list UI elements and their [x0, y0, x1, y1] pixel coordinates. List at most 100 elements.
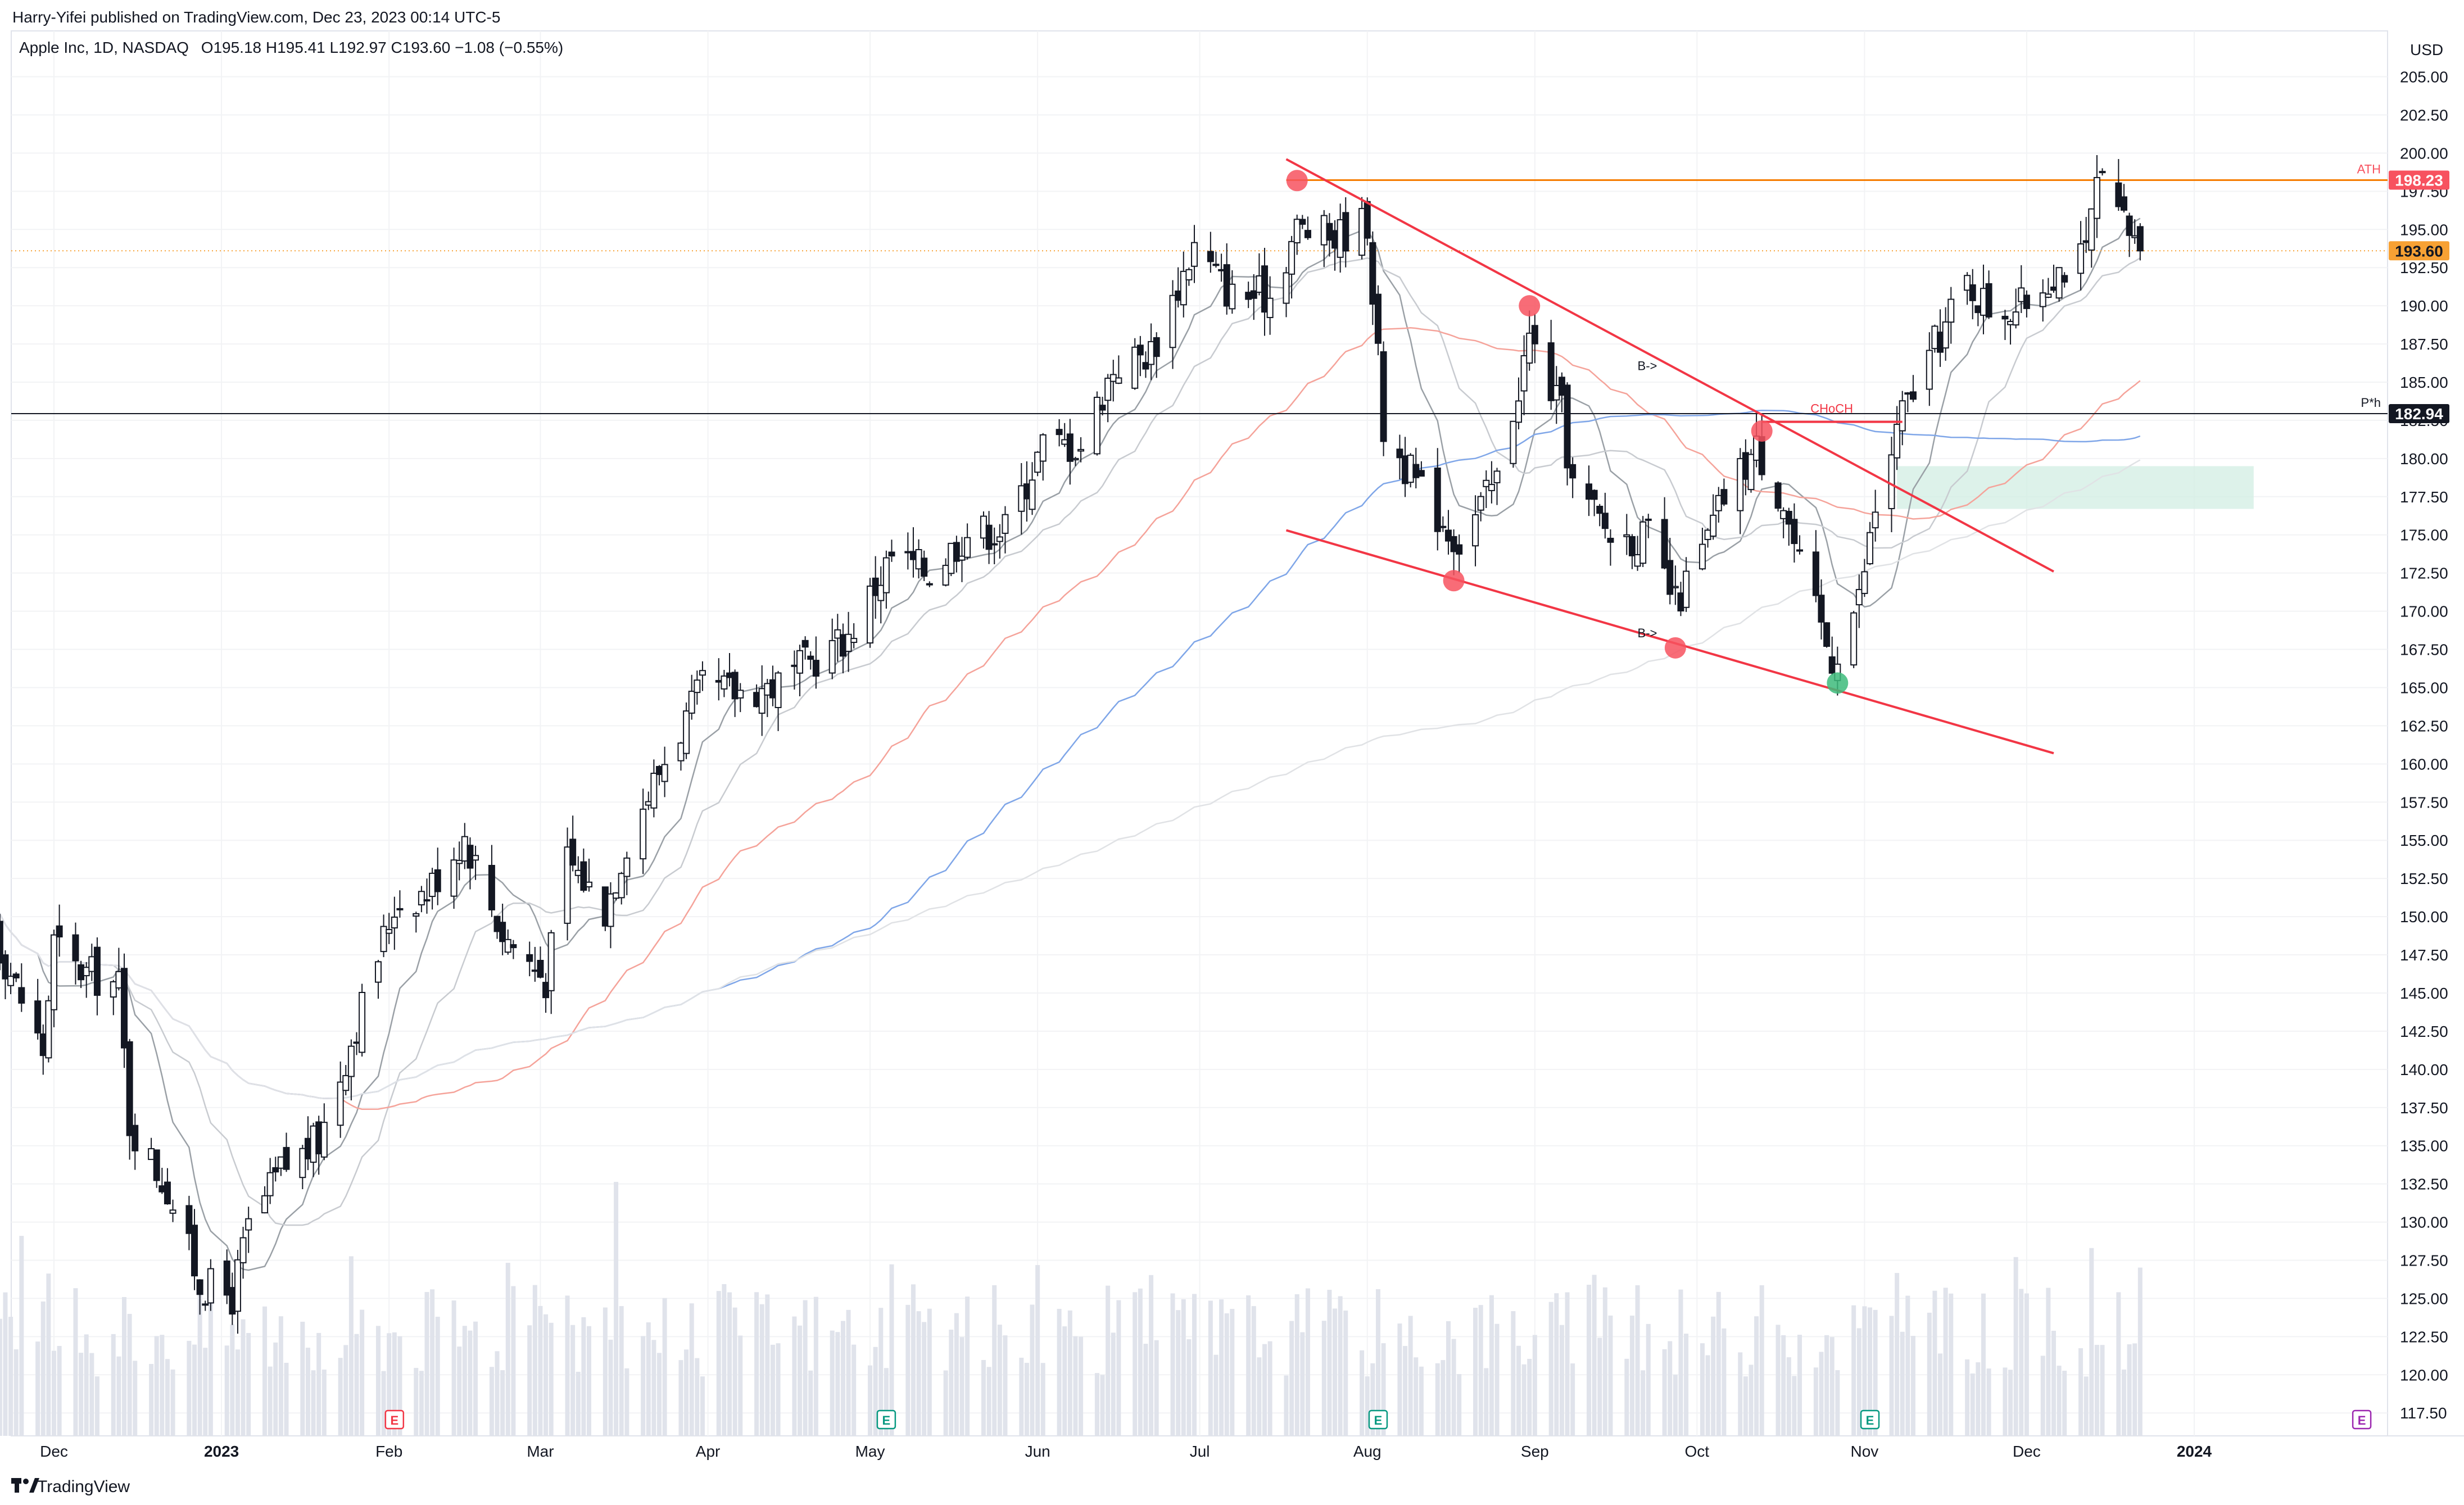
price-tick-label: 202.50 — [2400, 106, 2448, 124]
candle-down — [2082, 240, 2090, 243]
time-axis[interactable]: Dec 2023 Feb Mar Apr May Jun Jul Aug Sep Oct Nov Dec… — [40, 1443, 2212, 1460]
candle-down — [1417, 470, 1425, 477]
volume-bar — [203, 1348, 208, 1436]
candle-up — [429, 872, 436, 897]
volume-bar — [1262, 1344, 1267, 1436]
candle-up — [964, 537, 971, 558]
candle-up — [2093, 176, 2100, 219]
volume-bar — [1900, 1331, 1905, 1436]
volume-bar — [1111, 1332, 1116, 1436]
price-tick-label: 152.50 — [2400, 870, 2448, 887]
time-tick-label: May — [855, 1443, 885, 1460]
currency-label[interactable]: USD — [2410, 41, 2443, 58]
candle-up — [915, 549, 922, 570]
horizontal-levels: ATH P*h — [11, 162, 2388, 414]
volume-bar — [538, 1305, 543, 1436]
candle-down — [0, 921, 3, 964]
volume-bar — [316, 1332, 321, 1436]
candle-up — [882, 557, 890, 593]
volume-bar — [1700, 1343, 1705, 1436]
candle-up — [1855, 589, 1863, 606]
price-tick-label: 177.50 — [2400, 488, 2448, 506]
candle-up — [1488, 484, 1495, 491]
candle-up — [1256, 275, 1263, 293]
candle-down — [1402, 455, 1409, 484]
tradingview-logo[interactable]: TradingView — [11, 1477, 130, 1496]
volume-bar — [1749, 1365, 1754, 1436]
break-label-upper: B-> — [1638, 359, 1657, 373]
volume-bar — [305, 1348, 310, 1436]
volume-bar — [375, 1326, 381, 1436]
volume-bar — [1289, 1321, 1294, 1436]
candle-down — [904, 551, 912, 554]
volume-bar — [2089, 1248, 2094, 1436]
candle-up — [266, 1172, 274, 1196]
level-tag: P*h — [2361, 396, 2381, 410]
candle-up — [645, 801, 652, 806]
candle-up — [51, 934, 57, 1010]
volume-bar — [1592, 1275, 1597, 1436]
candle-down — [1304, 230, 1311, 238]
volume-bar — [2121, 1369, 2126, 1436]
volume-bar — [992, 1285, 997, 1436]
time-tick-label: Dec — [40, 1443, 68, 1460]
volume-bar — [0, 1318, 2, 1436]
price-tick-label: 180.00 — [2400, 450, 2448, 468]
volume-bar — [1003, 1335, 1008, 1436]
price-badge-label: 198.23 — [2395, 171, 2443, 189]
volume-bar — [1743, 1376, 1748, 1436]
candle-down — [1342, 212, 1349, 252]
volume-bar — [1333, 1308, 1338, 1436]
price-badges: 198.23 182.94 193.60 — [2389, 170, 2449, 423]
candle-up — [413, 913, 420, 917]
price-tick-label: 200.00 — [2400, 144, 2448, 162]
volume-bar — [997, 1325, 1002, 1436]
volume-bar — [197, 1289, 202, 1436]
volume-bar — [1192, 1294, 1197, 1436]
price-tick-label: 120.00 — [2400, 1366, 2448, 1384]
volume-bar — [576, 1371, 581, 1436]
volume-bar — [1181, 1299, 1186, 1436]
candle-down — [601, 886, 609, 927]
volume-bar — [235, 1349, 240, 1436]
candle-up — [1672, 586, 1679, 588]
volume-bar — [149, 1364, 154, 1436]
volume-bar — [851, 1344, 857, 1436]
candle-up — [1320, 215, 1328, 246]
volume-bar — [754, 1292, 759, 1436]
volume-bar — [1711, 1316, 1716, 1436]
volume-bar — [727, 1292, 732, 1436]
candle-down — [1142, 362, 1149, 370]
candle-up — [650, 773, 658, 809]
volume-bar — [2132, 1343, 2137, 1436]
candle-down — [353, 1041, 360, 1044]
volume-bar — [343, 1345, 348, 1436]
volume-bar — [224, 1345, 229, 1436]
price-tick-label: 117.50 — [2400, 1404, 2447, 1422]
candles — [0, 155, 2144, 1334]
candle-up — [1337, 219, 1344, 258]
candle-up — [1061, 439, 1068, 445]
volume-bar — [2062, 1371, 2067, 1436]
candle-down — [1601, 513, 1609, 529]
volume-bar — [94, 1376, 99, 1436]
volume-bar — [884, 1368, 889, 1436]
candle-up — [277, 1156, 284, 1169]
time-tick-label: Dec — [2013, 1443, 2041, 1460]
candle-up — [1683, 570, 1690, 608]
candle-up — [45, 1000, 52, 1059]
candle-down — [2120, 196, 2127, 211]
volume-bar — [1532, 1335, 1537, 1436]
candle-up — [1510, 420, 1517, 464]
volume-bar — [614, 1182, 619, 1436]
volume-bar — [2116, 1292, 2121, 1436]
candle-up — [948, 542, 955, 574]
candle-up — [764, 683, 771, 696]
volume-bar — [2078, 1348, 2083, 1436]
price-tick-label: 125.00 — [2400, 1290, 2448, 1307]
volume-bar — [700, 1376, 705, 1436]
candle-up — [586, 881, 592, 888]
volume-bar — [2100, 1345, 2105, 1436]
price-axis[interactable]: 205.00202.50200.00197.50195.00192.50190.… — [2400, 69, 2448, 1422]
candle-down — [1666, 560, 1674, 595]
